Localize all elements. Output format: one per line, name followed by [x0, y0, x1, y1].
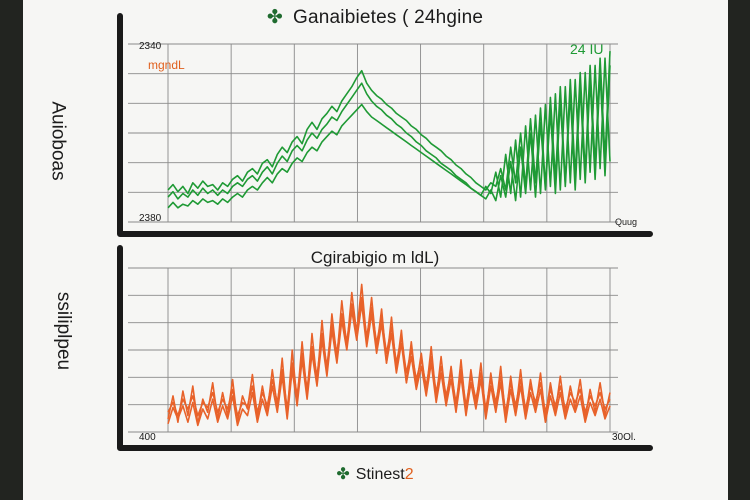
series-line [167, 57, 611, 200]
y-tick-label: 2380 [139, 213, 162, 224]
lower-chart-title: Cgirabigio m ldL) [310, 248, 440, 267]
chart-panel [23, 0, 728, 500]
series-line [167, 296, 611, 417]
bottom-legend-label: Stinest [355, 466, 405, 483]
x-end-label: Quug [615, 217, 637, 227]
axis [117, 245, 653, 451]
clover-icon: ✤ [266, 7, 283, 28]
series-label: 24 IU [570, 41, 603, 57]
y-tick-label: 400 [139, 432, 156, 443]
bottom-legend-number: 2 [404, 466, 414, 483]
series-line [167, 303, 611, 427]
chart-title-text: Ganaibietes ( 24hgine [293, 7, 484, 28]
clover-icon: ✤ [336, 466, 350, 483]
series-line [167, 65, 611, 209]
unit-label: mgndL [148, 58, 185, 72]
bottom-legend: ✤ Stinest2 [0, 464, 750, 484]
axis [117, 13, 653, 237]
x-end-label: 30Ol. [612, 432, 636, 443]
series-line [167, 51, 611, 195]
y-tick-label: 2340 [139, 41, 162, 52]
chart-title: ✤ Ganaibietes ( 24hgine [0, 6, 750, 29]
